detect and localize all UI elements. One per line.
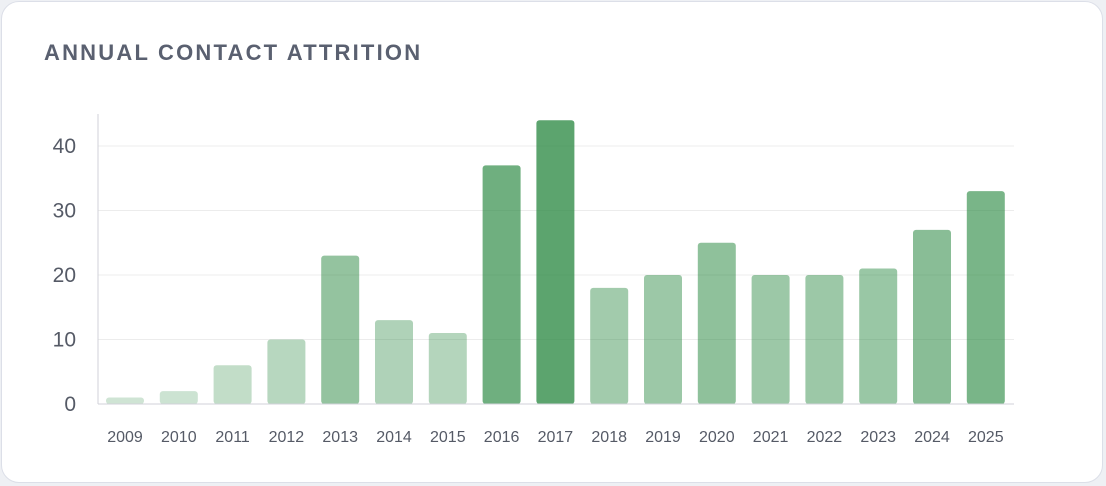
bar-2023 bbox=[859, 268, 898, 404]
bar-2014 bbox=[375, 320, 413, 404]
bar-2010 bbox=[159, 391, 198, 404]
x-tick-label: 2013 bbox=[322, 429, 358, 446]
x-tick-label: 2018 bbox=[591, 429, 627, 446]
x-tick-label: 2010 bbox=[161, 429, 197, 446]
bar-2018 bbox=[590, 287, 629, 404]
bar-2015 bbox=[428, 333, 467, 404]
x-tick-label: 2015 bbox=[430, 429, 466, 446]
y-tick-label: 30 bbox=[53, 200, 76, 223]
y-tick-label: 20 bbox=[53, 264, 76, 287]
y-tick-label: 0 bbox=[64, 393, 76, 416]
x-tick-label: 2009 bbox=[107, 429, 143, 446]
bar-2022 bbox=[805, 275, 844, 404]
tick-labels: 0 10 20 30 40 2009 2010 2011 2012 2013 2014 2015 201… bbox=[53, 135, 1004, 446]
x-tick-label: 2019 bbox=[645, 429, 681, 446]
bar-2021 bbox=[751, 275, 790, 404]
bar-2016 bbox=[482, 165, 521, 404]
x-tick-label: 2011 bbox=[215, 429, 250, 446]
x-tick-label: 2023 bbox=[860, 429, 896, 446]
bar-2024 bbox=[913, 229, 951, 404]
x-tick-label: 2016 bbox=[484, 429, 520, 446]
x-tick-label: 2025 bbox=[968, 429, 1004, 446]
axes bbox=[97, 114, 1014, 405]
bar-2011 bbox=[213, 365, 252, 404]
x-tick-label: 2012 bbox=[269, 429, 305, 446]
bars bbox=[106, 120, 1005, 404]
x-tick-label: 2024 bbox=[914, 429, 950, 446]
bar-2013 bbox=[321, 255, 360, 404]
bar-2020 bbox=[697, 242, 736, 404]
bar-2012 bbox=[267, 339, 306, 404]
x-tick-label: 2017 bbox=[538, 429, 574, 446]
x-tick-label: 2022 bbox=[807, 429, 843, 446]
chart-title: ANNUAL CONTACT ATTRITION bbox=[44, 40, 423, 65]
y-tick-label: 40 bbox=[53, 135, 76, 158]
x-tick-label: 2014 bbox=[376, 429, 412, 446]
bar-2019 bbox=[644, 275, 682, 404]
x-tick-label: 2021 bbox=[753, 429, 789, 446]
bar-2009 bbox=[106, 397, 144, 404]
bar-2017 bbox=[536, 120, 575, 404]
bar-2025 bbox=[966, 191, 1005, 404]
y-tick-label: 10 bbox=[53, 329, 76, 352]
x-tick-label: 2020 bbox=[699, 429, 735, 446]
